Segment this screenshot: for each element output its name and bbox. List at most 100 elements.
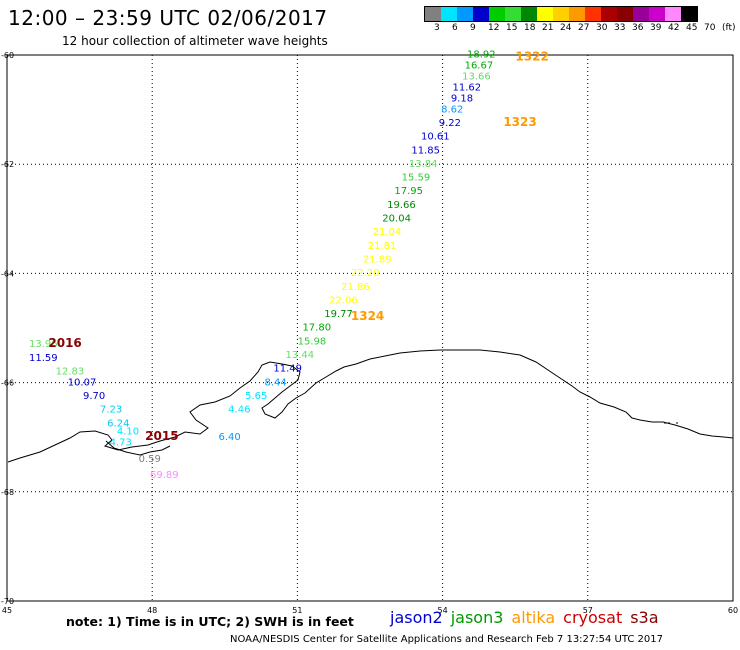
pass-number-label: 1323 bbox=[503, 115, 536, 129]
wave-height-value: 5.65 bbox=[245, 391, 267, 402]
colorbar-swatch bbox=[521, 7, 537, 21]
x-tick-label: 60 bbox=[728, 606, 738, 615]
wave-height-value: 17.95 bbox=[394, 186, 423, 197]
wave-height-value: 13.66 bbox=[462, 72, 491, 83]
pass-number-label: 2015 bbox=[145, 429, 178, 443]
satellite-legend: jason2 jason3 altika cryosat s3a bbox=[390, 608, 667, 627]
wave-height-value: 11.49 bbox=[273, 364, 302, 375]
wave-height-value: 9.70 bbox=[83, 391, 105, 402]
wave-height-value: 19.66 bbox=[387, 200, 416, 211]
colorbar-label: 30 bbox=[596, 23, 608, 33]
y-tick-label: -66 bbox=[1, 379, 14, 388]
map-grid bbox=[7, 55, 733, 601]
x-tick-label: 57 bbox=[583, 606, 593, 615]
wave-height-value: 11.62 bbox=[452, 82, 481, 93]
colorbar-swatch bbox=[569, 7, 585, 21]
colorbar-swatch bbox=[553, 7, 569, 21]
colorbar-label: 45 bbox=[686, 23, 698, 33]
wave-height-value: 19.77 bbox=[324, 309, 353, 320]
colorbar-label: 36 bbox=[632, 23, 644, 33]
antarctic-coastline bbox=[7, 349, 734, 463]
footnote: note: 1) Time is in UTC; 2) SWH is in fe… bbox=[66, 614, 354, 629]
colorbar-label: 18 bbox=[524, 23, 536, 33]
wave-height-value: 7.23 bbox=[100, 405, 122, 416]
wave-height-value: 8.62 bbox=[441, 104, 463, 115]
pass-number-label: 1322 bbox=[515, 49, 548, 63]
x-tick-label: 45 bbox=[2, 606, 12, 615]
colorbar-label: 70 bbox=[704, 23, 716, 33]
wave-height-value: 22.06 bbox=[329, 295, 358, 306]
colorbar-swatch bbox=[457, 7, 473, 21]
legend-cryosat: cryosat bbox=[563, 608, 623, 627]
colorbar-swatch bbox=[649, 7, 665, 21]
wave-height-value: 6.40 bbox=[219, 432, 241, 443]
wave-height-value: 17.80 bbox=[302, 323, 331, 334]
legend-jason3: jason3 bbox=[450, 608, 504, 627]
colorbar-label: 39 bbox=[650, 23, 662, 33]
y-tick-label: -62 bbox=[1, 160, 14, 169]
wave-height-value: 21.04 bbox=[373, 227, 402, 238]
map-subtitle: 12 hour collection of altimeter wave hei… bbox=[62, 34, 328, 48]
colorbar-label: 15 bbox=[506, 23, 518, 33]
colorbar-label: 12 bbox=[488, 23, 500, 33]
wave-height-value: 11.59 bbox=[29, 353, 58, 364]
map-frame bbox=[6, 54, 734, 602]
colorbar-label: 3 bbox=[434, 23, 440, 33]
credit-footer: NOAA/NESDIS Center for Satellite Applica… bbox=[230, 634, 663, 645]
wave-height-value: 20.04 bbox=[382, 214, 411, 225]
colorbar-swatch bbox=[681, 7, 697, 21]
y-tick-label: -70 bbox=[1, 597, 14, 606]
x-tick-label: 48 bbox=[147, 606, 157, 615]
colorbar-swatch bbox=[633, 7, 649, 21]
colorbar-label: 27 bbox=[578, 23, 590, 33]
colorbar-swatch bbox=[665, 7, 681, 21]
y-tick-label: -64 bbox=[1, 269, 14, 278]
legend-altika: altika bbox=[511, 608, 556, 627]
wave-height-value: 10.07 bbox=[68, 377, 97, 388]
wave-height-value: 18.92 bbox=[467, 50, 496, 61]
wave-height-value: 4.10 bbox=[117, 426, 139, 437]
x-tick-label: 54 bbox=[438, 606, 448, 615]
wave-height-value: 4.46 bbox=[228, 405, 250, 416]
colorbar-labels: 3 6 9 12 15 18 21 24 27 30 33 36 39 42 45 70 (ft) bbox=[424, 23, 740, 35]
wave-height-value: 13.96 bbox=[29, 339, 58, 350]
wave-height-value: 15.59 bbox=[402, 173, 431, 184]
map-title: 12:00 – 23:59 UTC 02/06/2017 bbox=[8, 6, 328, 30]
legend-s3a: s3a bbox=[630, 608, 659, 627]
colorbar-label: 42 bbox=[668, 23, 680, 33]
wave-height-value: 4.73 bbox=[110, 437, 132, 448]
wave-height-value: 21.86 bbox=[341, 282, 370, 293]
colorbar-swatch bbox=[505, 7, 521, 21]
wave-height-value: 69.89 bbox=[150, 470, 179, 481]
wave-height-value: 13.44 bbox=[285, 350, 314, 361]
colorbar-label: 21 bbox=[542, 23, 554, 33]
colorbar-label: 6 bbox=[452, 23, 458, 33]
wave-height-value: 13.84 bbox=[409, 159, 438, 170]
wave-height-value: 16.67 bbox=[465, 61, 494, 72]
colorbar-label: 9 bbox=[470, 23, 476, 33]
colorbar-swatch bbox=[441, 7, 457, 21]
wave-height-value: 15.98 bbox=[298, 336, 327, 347]
wave-height-value: 8.44 bbox=[264, 377, 286, 388]
legend-jason2: jason2 bbox=[390, 608, 443, 627]
colorbar-swatch bbox=[585, 7, 601, 21]
wave-height-value: 10.61 bbox=[421, 132, 450, 143]
wave-height-colorbar bbox=[424, 6, 698, 22]
colorbar-swatch bbox=[473, 7, 489, 21]
colorbar-swatch bbox=[617, 7, 633, 21]
axis-labels: 45 48 51 54 57 60 -60 -62 -64 -66 -68 -70 bbox=[1, 51, 738, 615]
wave-height-value: 9.22 bbox=[439, 118, 461, 129]
colorbar-swatch bbox=[489, 7, 505, 21]
y-tick-label: -60 bbox=[1, 51, 14, 60]
colorbar-label: 33 bbox=[614, 23, 626, 33]
wave-height-value: 21.89 bbox=[363, 254, 392, 265]
colorbar-label: (ft) bbox=[722, 23, 736, 33]
wave-height-value: 21.81 bbox=[368, 241, 397, 252]
wave-height-value: 9.18 bbox=[451, 93, 473, 104]
wave-height-value: 11.85 bbox=[411, 145, 440, 156]
y-tick-label: -68 bbox=[1, 488, 14, 497]
wave-height-value: 22.20 bbox=[351, 268, 380, 279]
pass-number-label: 1324 bbox=[351, 309, 384, 323]
